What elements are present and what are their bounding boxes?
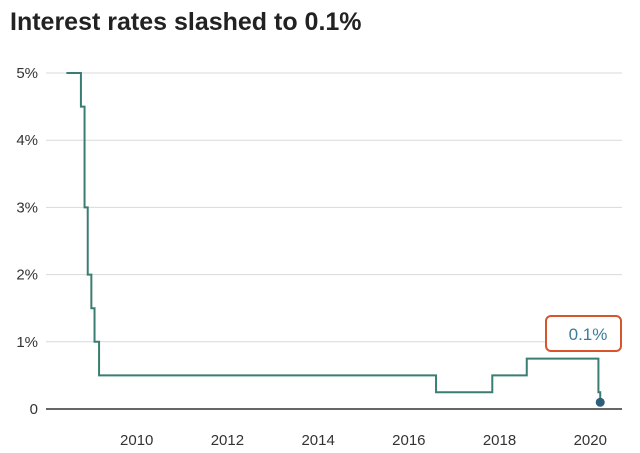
x-axis-labels: 2010 2012 2014 2016 2018 2020 [120, 432, 607, 449]
y-tick-label: 0 [30, 401, 38, 418]
y-tick-label: 2% [16, 267, 38, 284]
series-layer [66, 72, 602, 403]
rate-series-line [66, 72, 602, 403]
chart-title: Interest rates slashed to 0.1% [10, 8, 362, 36]
x-tick-label: 2010 [120, 432, 153, 449]
annotation-label: 0.1% [569, 325, 608, 344]
x-tick-label: 2020 [574, 432, 607, 449]
annotation-layer: 0.1% [545, 315, 622, 407]
x-tick-label: 2016 [392, 432, 425, 449]
annotation-box [545, 315, 622, 352]
x-tick-label: 2018 [483, 432, 516, 449]
x-tick-label: 2014 [301, 432, 334, 449]
y-tick-label: 1% [16, 334, 38, 351]
y-tick-label: 3% [16, 199, 38, 216]
grid-layer [46, 72, 622, 343]
y-tick-label: 5% [16, 65, 38, 82]
y-axis-labels: 0 1% 2% 3% 4% 5% [16, 65, 38, 418]
latest-rate-marker [595, 397, 605, 407]
y-tick-label: 4% [16, 132, 38, 149]
x-tick-label: 2012 [211, 432, 244, 449]
